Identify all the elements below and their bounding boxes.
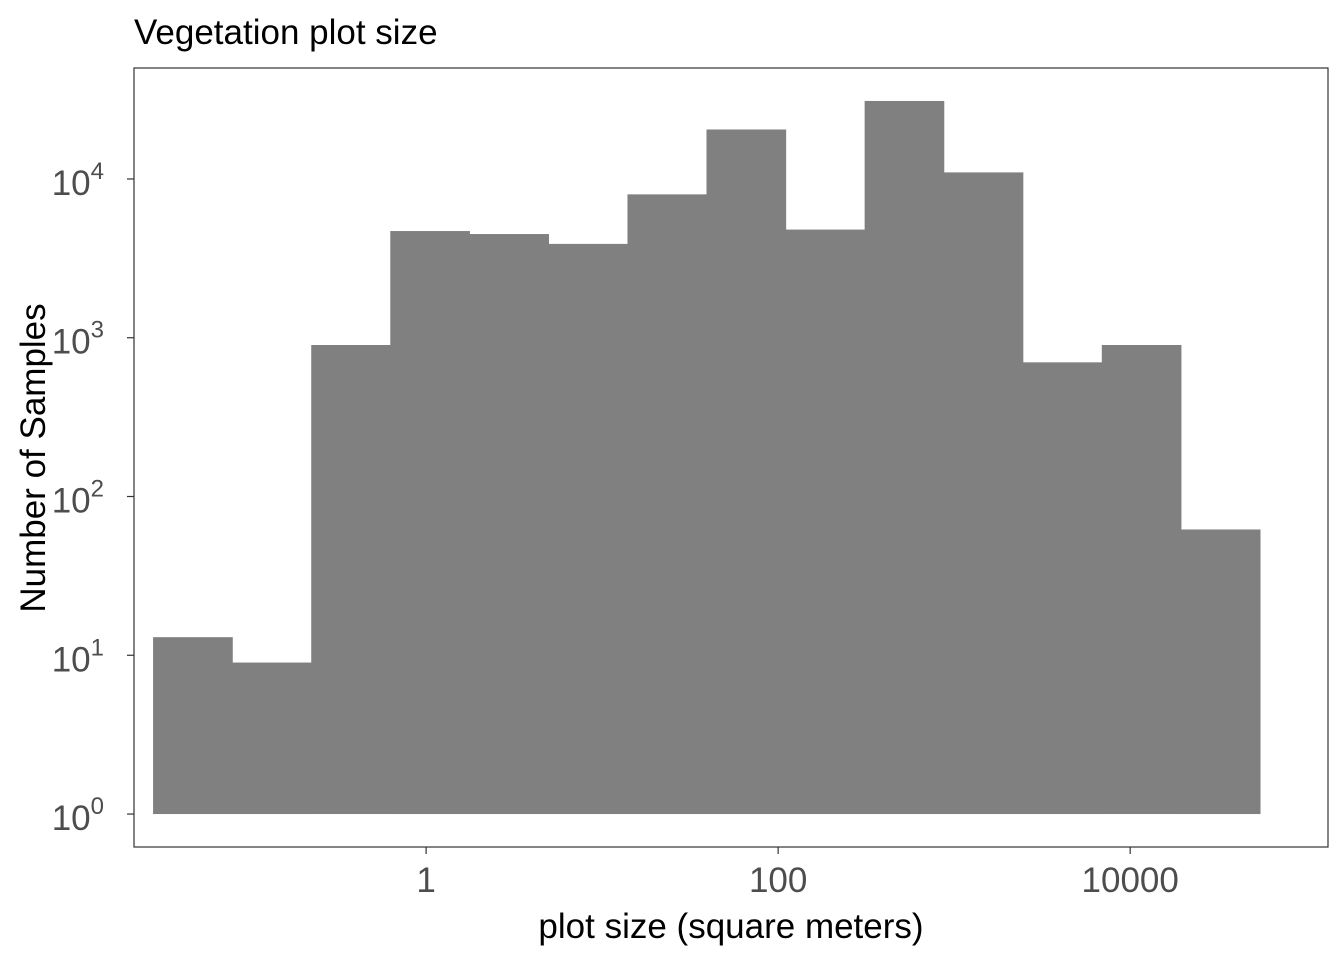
x-tick-label: 100 [749, 861, 807, 900]
histogram-bar-4 [390, 231, 470, 815]
bars-group [153, 100, 1261, 815]
y-tick-label: 104 [52, 158, 104, 203]
histogram-bar-5 [469, 234, 549, 815]
x-axis-title: plot size (square meters) [538, 907, 923, 946]
y-tick-label: 101 [52, 634, 104, 679]
chart-title: Vegetation plot size [134, 13, 438, 52]
histogram-bar-10 [864, 100, 945, 815]
histogram-bar-11 [943, 172, 1024, 815]
histogram-bar-12 [1022, 362, 1103, 815]
y-tick-label: 102 [52, 476, 104, 521]
histogram-bar-9 [785, 229, 866, 815]
histogram-bar-8 [706, 129, 787, 815]
x-tick-label: 10000 [1082, 861, 1179, 900]
histogram-bar-1 [153, 637, 233, 815]
histogram-bar-2 [232, 662, 312, 815]
histogram-bar-14 [1180, 529, 1261, 815]
histogram-bar-6 [548, 243, 629, 815]
histogram-bar-3 [311, 345, 391, 815]
plot-panel-border [133, 67, 1329, 848]
histogram-bar-7 [627, 194, 708, 815]
y-axis: 100 101 102 103 104 [52, 158, 134, 838]
y-tick-label: 103 [52, 317, 104, 362]
y-axis-title: Number of Samples [14, 303, 53, 612]
y-tick-label: 100 [52, 793, 104, 838]
histogram-bar-13 [1101, 345, 1182, 815]
x-axis: 1 100 10000 [416, 847, 1179, 900]
x-tick-label: 1 [416, 861, 435, 900]
